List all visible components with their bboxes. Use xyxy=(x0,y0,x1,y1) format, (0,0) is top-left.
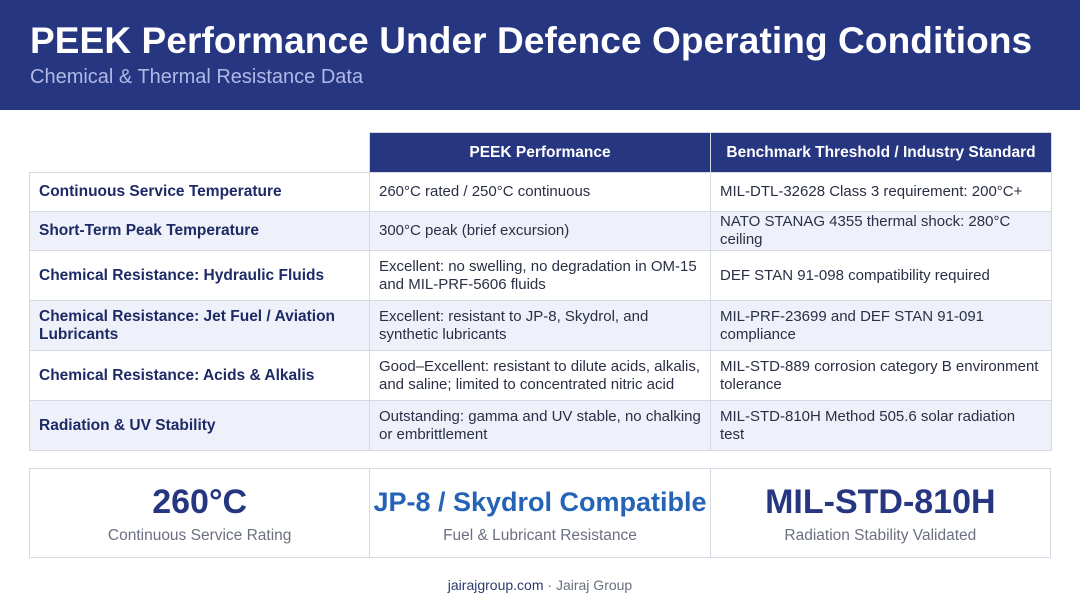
benchmark-cell: DEF STAN 91-098 compatibility required xyxy=(710,250,1052,301)
row-label: Short-Term Peak Temperature xyxy=(29,211,370,251)
peek-cell: Excellent: resistant to JP-8, Skydrol, a… xyxy=(369,300,711,351)
peek-cell: Good–Excellent: resistant to dilute acid… xyxy=(369,350,711,401)
benchmark-cell: MIL-PRF-23699 and DEF STAN 91-091 compli… xyxy=(710,300,1052,351)
stat-caption: Radiation Stability Validated xyxy=(784,527,977,544)
row-label: Radiation & UV Stability xyxy=(29,400,370,451)
stat-value: MIL-STD-810H xyxy=(765,483,996,521)
benchmark-cell: MIL-STD-889 corrosion category B environ… xyxy=(710,350,1052,401)
column-header-benchmark: Benchmark Threshold / Industry Standard xyxy=(710,132,1052,173)
peek-cell: Excellent: no swelling, no degradation i… xyxy=(369,250,711,301)
footer-company: Jairaj Group xyxy=(555,577,633,593)
stat-radiation-standard: MIL-STD-810H Radiation Stability Validat… xyxy=(711,469,1050,557)
row-label: Chemical Resistance: Jet Fuel / Aviation… xyxy=(29,300,370,351)
row-label: Chemical Resistance: Hydraulic Fluids xyxy=(29,250,370,301)
footer-site-link[interactable]: jairajgroup.com xyxy=(447,577,544,593)
benchmark-cell: MIL-DTL-32628 Class 3 requirement: 200°C… xyxy=(710,172,1052,212)
column-header-peek: PEEK Performance xyxy=(369,132,711,173)
stat-value: JP-8 / Skydrol Compatible xyxy=(373,487,707,517)
table-row: Short-Term Peak Temperature 300°C peak (… xyxy=(29,211,1052,251)
key-stats-panel: 260°C Continuous Service Rating JP-8 / S… xyxy=(29,468,1051,558)
peek-cell: Outstanding: gamma and UV stable, no cha… xyxy=(369,400,711,451)
table-row: Chemical Resistance: Acids & Alkalis Goo… xyxy=(29,350,1052,401)
header-banner: PEEK Performance Under Defence Operating… xyxy=(0,0,1080,110)
page-title: PEEK Performance Under Defence Operating… xyxy=(30,20,1033,61)
stat-fuel-compatibility: JP-8 / Skydrol Compatible Fuel & Lubrica… xyxy=(370,469,711,557)
stat-caption: Fuel & Lubricant Resistance xyxy=(443,527,637,544)
stat-value: 260°C xyxy=(152,483,248,521)
peek-cell: 260°C rated / 250°C continuous xyxy=(369,172,711,212)
benchmark-cell: NATO STANAG 4355 thermal shock: 280°C ce… xyxy=(710,211,1052,251)
table-row: Chemical Resistance: Hydraulic Fluids Ex… xyxy=(29,250,1052,301)
page-subtitle: Chemical & Thermal Resistance Data xyxy=(30,66,364,88)
performance-table: PEEK Performance Benchmark Threshold / I… xyxy=(29,132,1052,451)
benchmark-cell: MIL-STD-810H Method 505.6 solar radiatio… xyxy=(710,400,1052,451)
table-row: Radiation & UV Stability Outstanding: ga… xyxy=(29,400,1052,451)
footer: jairajgroup.com · Jairaj Group xyxy=(0,577,1080,593)
row-label: Continuous Service Temperature xyxy=(29,172,370,212)
column-header-blank xyxy=(29,132,370,173)
stat-service-rating: 260°C Continuous Service Rating xyxy=(30,469,371,557)
row-label: Chemical Resistance: Acids & Alkalis xyxy=(29,350,370,401)
footer-separator: · xyxy=(543,577,556,593)
table-row: Chemical Resistance: Jet Fuel / Aviation… xyxy=(29,300,1052,351)
table-header-row: PEEK Performance Benchmark Threshold / I… xyxy=(29,132,1052,173)
table-row: Continuous Service Temperature 260°C rat… xyxy=(29,172,1052,212)
stat-caption: Continuous Service Rating xyxy=(107,527,292,544)
peek-cell: 300°C peak (brief excursion) xyxy=(369,211,711,251)
